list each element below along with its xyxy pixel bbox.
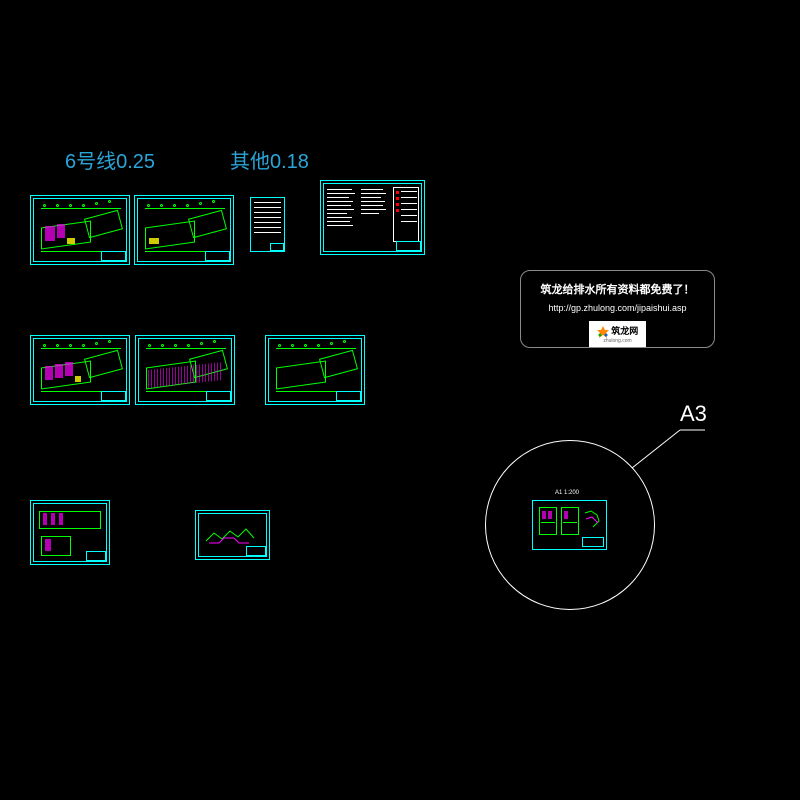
notes-sheet xyxy=(250,197,285,252)
info-title: 筑龙给排水所有资料都免费了！ xyxy=(531,281,704,297)
legend-sheet xyxy=(320,180,425,255)
info-logo: 筑龙网 zhulong.com xyxy=(589,321,647,347)
a3-label: A3 xyxy=(680,401,707,427)
thumb-title: A1 1:200 xyxy=(555,490,579,496)
info-logo-text: 筑龙网 xyxy=(611,326,638,336)
info-url: http://gp.zhulong.com/jipaishui.asp xyxy=(531,303,704,313)
info-promo-box: 筑龙给排水所有资料都免费了！ http://gp.zhulong.com/jip… xyxy=(520,270,715,348)
header-other-label: 其他0.18 xyxy=(230,145,309,174)
info-logo-sub: zhulong.com xyxy=(597,338,639,344)
thumb-frame xyxy=(532,500,607,550)
drawing-r3-2 xyxy=(195,510,270,560)
drawing-r2-3 xyxy=(265,335,365,405)
drawing-r1-2 xyxy=(134,195,234,265)
header-line6-label: 6号线0.25 xyxy=(65,145,155,174)
title-block xyxy=(101,251,126,261)
drawing-r2-2 xyxy=(135,335,235,405)
title-block xyxy=(205,251,230,261)
drawing-r3-1 xyxy=(30,500,110,565)
drawing-r1-1 xyxy=(30,195,130,265)
drawing-r2-1 xyxy=(30,335,130,405)
